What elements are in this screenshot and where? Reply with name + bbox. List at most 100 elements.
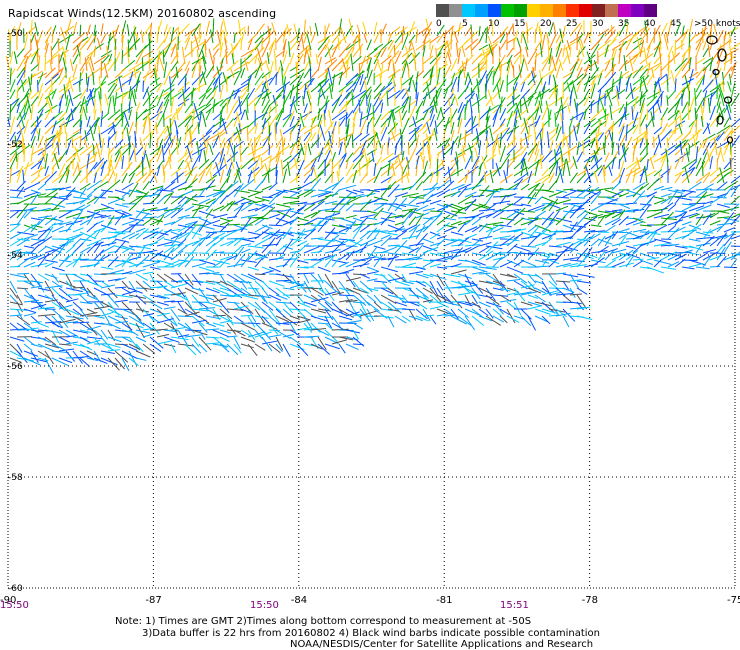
- wind-barb: [128, 308, 142, 321]
- wind-barb: [569, 279, 582, 282]
- wind-barb: [632, 208, 645, 212]
- wind-barb: [86, 357, 99, 362]
- wind-barb: [499, 273, 515, 278]
- wind-barb: [387, 181, 397, 191]
- wind-barb: [149, 266, 161, 270]
- wind-barb: [450, 58, 458, 72]
- wind-barb: [30, 19, 33, 37]
- wind-barb: [268, 315, 281, 326]
- wind-barb: [127, 39, 130, 58]
- wind-barb: [576, 97, 587, 107]
- wind-barb: [9, 116, 16, 135]
- wind-barb: [506, 308, 516, 324]
- wind-barb: [331, 171, 334, 184]
- wind-barb: [352, 294, 367, 307]
- wind-barb: [478, 70, 488, 86]
- wind-barb: [121, 350, 138, 360]
- wind-barb: [37, 273, 50, 281]
- wind-barb: [366, 103, 372, 121]
- wind-barb: [688, 224, 702, 230]
- wind-barb: [219, 195, 228, 205]
- wind-barb: [114, 245, 129, 251]
- wind-barb: [730, 127, 733, 142]
- wind-barb: [695, 42, 702, 58]
- wind-barb: [37, 287, 50, 292]
- wind-barb: [485, 43, 498, 58]
- wind-barb: [331, 301, 343, 314]
- wind-barb: [142, 58, 154, 65]
- wind-barb: [177, 61, 186, 72]
- wind-barb: [174, 120, 179, 135]
- wind-barb: [670, 70, 676, 86]
- wind-barb: [16, 70, 26, 86]
- wind-barb: [548, 140, 554, 156]
- wind-barb: [359, 140, 367, 156]
- wind-barb: [282, 238, 294, 254]
- wind-barb: [100, 322, 113, 327]
- legend-swatch: [644, 4, 657, 17]
- wind-barb: [41, 148, 46, 163]
- wind-barb: [407, 65, 410, 79]
- wind-barb: [197, 122, 200, 135]
- wind-barb: [184, 294, 193, 309]
- wind-barb: [198, 170, 206, 184]
- wind-barb: [541, 217, 556, 222]
- wind-barb: [16, 238, 30, 247]
- wind-barb: [700, 115, 704, 128]
- wind-barb: [632, 144, 636, 163]
- wind-barb: [338, 217, 356, 224]
- wind-barb: [576, 287, 588, 295]
- wind-barb: [548, 273, 558, 286]
- wind-barb: [618, 125, 625, 142]
- wind-barb: [212, 273, 224, 276]
- wind-barb: [156, 214, 165, 226]
- wind-barb: [261, 280, 270, 290]
- wind-barb: [352, 343, 364, 346]
- wind-barb: [65, 335, 77, 338]
- wind-barb: [135, 45, 147, 58]
- wind-barb: [156, 26, 160, 44]
- wind-barb: [562, 25, 566, 37]
- wind-barb: [569, 237, 587, 247]
- wind-barb: [534, 287, 546, 294]
- wind-barb: [100, 343, 115, 351]
- wind-barb: [625, 255, 634, 268]
- wind-barb: [71, 135, 74, 149]
- wind-barb: [156, 104, 163, 121]
- wind-barb: [212, 151, 221, 163]
- wind-barb: [555, 262, 571, 268]
- wind-barb: [681, 57, 692, 72]
- wind-barb: [401, 287, 412, 292]
- wind-barb: [303, 335, 320, 338]
- wind-barb: [65, 298, 79, 303]
- wind-barb: [170, 167, 182, 177]
- wind-barb: [212, 232, 226, 240]
- wind-barb: [176, 171, 179, 184]
- wind-barb: [464, 308, 480, 316]
- wind-barb: [562, 145, 578, 156]
- wind-barb: [412, 116, 417, 128]
- wind-barb: [233, 88, 240, 100]
- wind-barb: [296, 315, 311, 321]
- wind-barb: [126, 24, 130, 37]
- wind-barb: [667, 227, 680, 240]
- wind-barb: [51, 165, 55, 177]
- wind-barb: [331, 74, 336, 93]
- wind-barb: [548, 179, 558, 191]
- wind-barb: [362, 21, 368, 37]
- wind-barb: [58, 72, 68, 86]
- wind-barb: [611, 76, 624, 86]
- wind-barb: [205, 77, 216, 93]
- wind-barb: [373, 301, 382, 310]
- wind-barb: [359, 273, 370, 279]
- wind-barb: [303, 133, 313, 149]
- wind-barb: [366, 133, 378, 149]
- wind-barb: [401, 33, 409, 51]
- wind-barb: [373, 202, 387, 205]
- wind-barb: [422, 216, 433, 226]
- wind-barb: [100, 168, 112, 184]
- wind-barb: [471, 130, 486, 142]
- wind-barb: [618, 210, 636, 213]
- wind-barb: [100, 60, 103, 79]
- wind-barb: [114, 350, 129, 363]
